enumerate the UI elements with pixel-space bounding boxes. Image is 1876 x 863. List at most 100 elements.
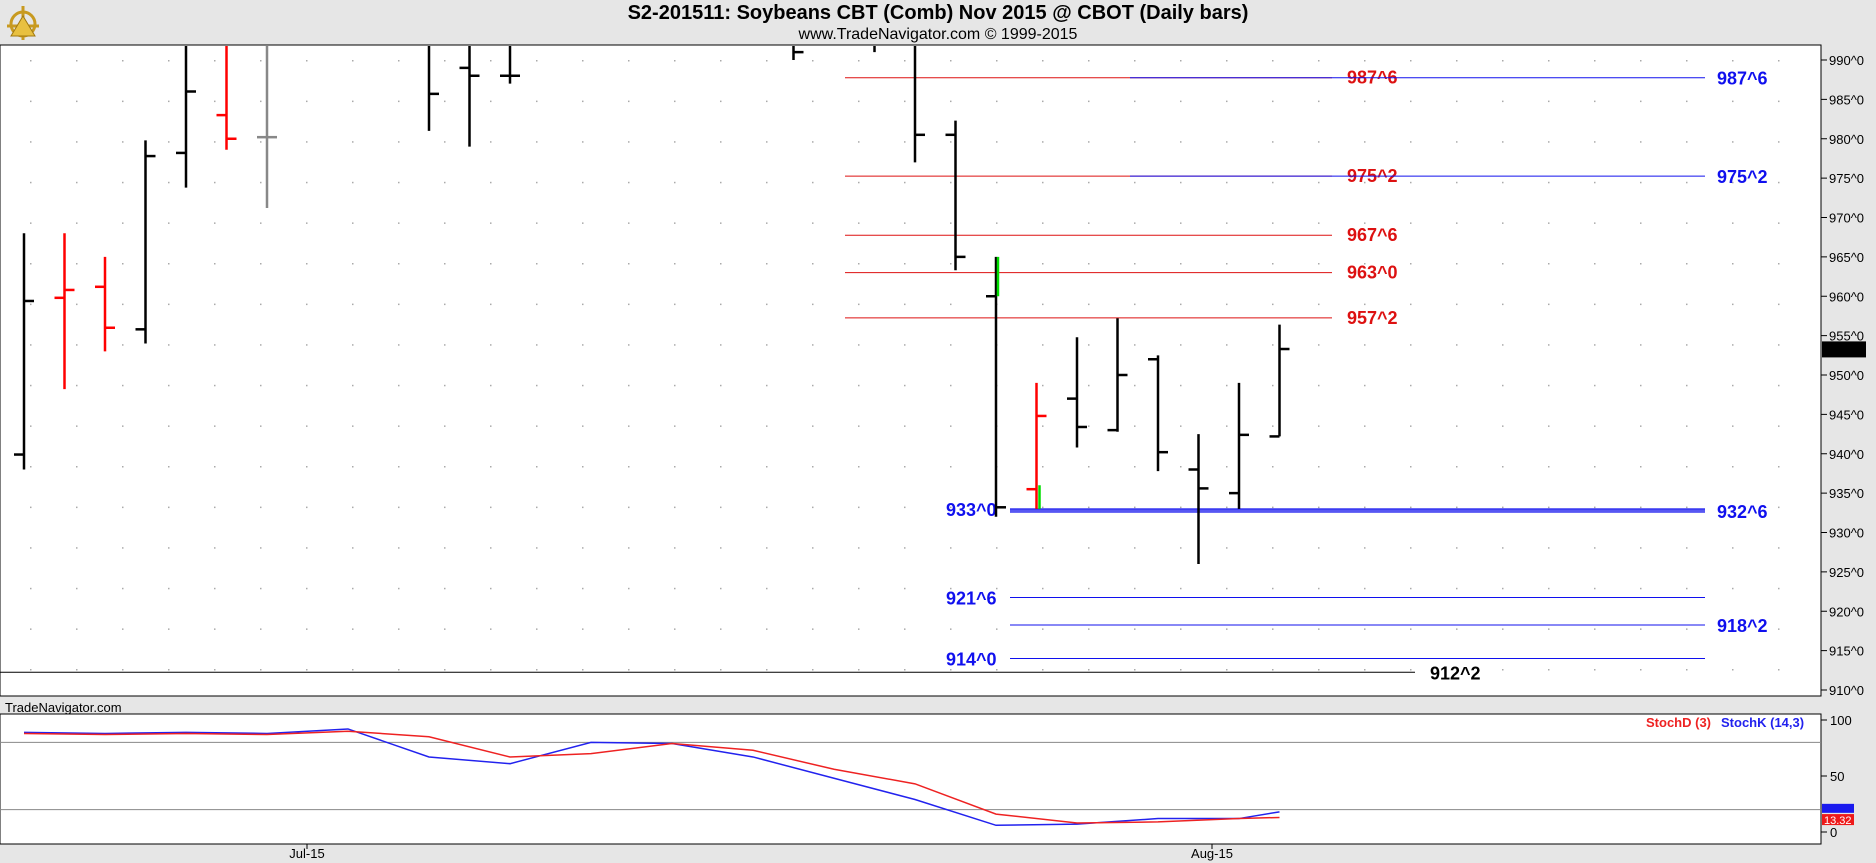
grid-dot [1318,466,1320,468]
grid-dot [1134,669,1136,671]
grid-dot [628,344,630,346]
grid-dot [858,60,860,62]
grid-dot [536,303,538,306]
grid-dot [1180,669,1182,671]
grid-dot [306,141,308,143]
grid-dot [1134,547,1136,549]
grid-dot [1456,60,1458,62]
grid-dot [1042,669,1044,671]
grid-dot [168,181,170,184]
grid-dot [628,669,630,671]
grid-dot [1272,384,1274,387]
grid-dot [306,303,308,306]
grid-dot [1456,669,1458,671]
grid-dot [812,669,814,671]
grid-dot [30,344,32,346]
grid-dot [1042,628,1044,630]
grid-dot [168,222,170,224]
grid-dot [904,60,906,62]
grid-dot [260,263,262,265]
grid-dot [766,425,768,427]
grid-dot [674,344,676,346]
grid-dot [260,587,262,590]
grid-dot [1272,141,1274,143]
y-tick-label: 910^0 [1829,683,1864,698]
grid-dot [720,100,722,103]
grid-dot [1686,100,1688,103]
grid-dot [1456,384,1458,387]
grid-dot [1640,669,1642,671]
grid-dot [1502,222,1504,224]
grid-dot [1502,141,1504,143]
grid-dot [1502,628,1504,630]
grid-dot [1410,547,1412,549]
grid-dot [1778,669,1780,671]
grid-dot [490,547,492,549]
grid-dot [812,222,814,224]
grid-dot [444,669,446,671]
grid-dot [168,669,170,671]
grid-dot [306,506,308,509]
grid-dot [628,425,630,427]
grid-dot [1134,303,1136,306]
stochd-last-label: 13.32 [1824,815,1852,827]
stochk-legend: StochK (14,3) [1721,715,1804,730]
grid-dot [1778,628,1780,630]
grid-dot [398,547,400,549]
grid-dot [76,384,78,387]
grid-dot [536,425,538,427]
grid-dot [1226,628,1228,630]
grid-dot [1732,506,1734,509]
grid-dot [168,506,170,509]
grid-dot [950,669,952,671]
grid-dot [490,506,492,509]
price-panel [0,44,1822,697]
grid-dot [398,303,400,306]
grid-dot [1548,141,1550,143]
grid-dot [950,141,952,143]
grid-dot [904,263,906,265]
y-tick-label: 930^0 [1829,526,1864,541]
grid-dot [352,466,354,468]
grid-dot [490,587,492,590]
grid-dot [444,263,446,265]
grid-dot [1686,669,1688,671]
grid-dot [1226,587,1228,590]
grid-dot [122,60,124,62]
grid-dot [398,587,400,590]
grid-dot [858,547,860,549]
grid-dot [720,181,722,184]
grid-dot [1272,181,1274,184]
grid-dot [904,587,906,590]
grid-dot [214,547,216,549]
grid-dot [536,587,538,590]
grid-dot [398,100,400,103]
grid-dot [536,384,538,387]
stochd-last-box [1822,814,1854,826]
grid-dot [1640,628,1642,630]
grid-dot [260,344,262,346]
grid-dot [1364,587,1366,590]
grid-dot [122,587,124,590]
grid-dot [1778,587,1780,590]
ohlc-bar [1269,324,1290,438]
grid-dot [1226,60,1228,62]
grid-dot [1318,587,1320,590]
grid-dot [1272,669,1274,671]
grid-dot [720,669,722,671]
red-level-label: 957^2 [1347,308,1398,328]
grid-dot [858,506,860,509]
grid-dot [398,60,400,62]
grid-dot [444,344,446,346]
blue-level-label: 932^6 [1717,502,1768,522]
grid-dot [628,100,630,103]
grid-dot [1134,506,1136,509]
blue-level-label: 975^2 [1717,167,1768,187]
grid-dot [444,100,446,103]
grid-dot [1686,384,1688,387]
grid-dot [306,181,308,184]
grid-dot [352,303,354,306]
grid-dot [352,384,354,387]
grid-dot [398,466,400,468]
grid-dot [996,628,998,630]
